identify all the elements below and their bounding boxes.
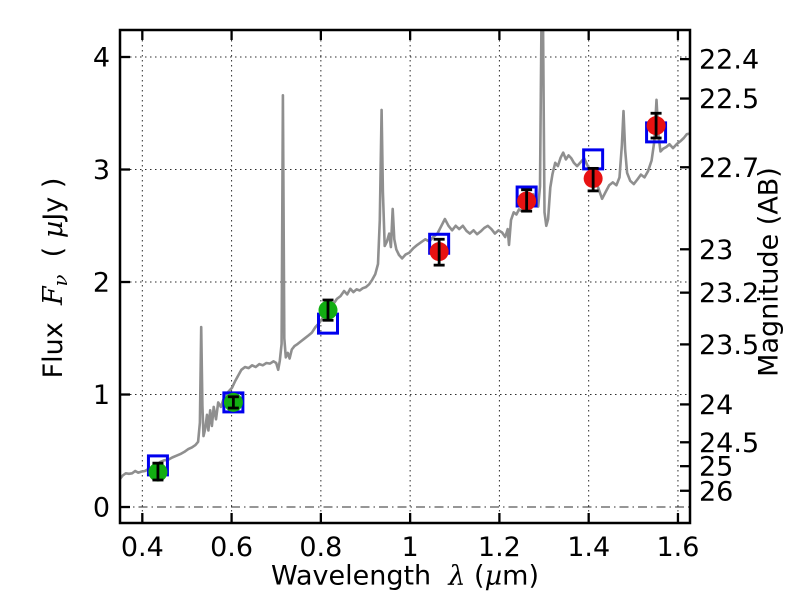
x-tick-label: 1.4: [567, 532, 610, 563]
x-tick-label: 1.2: [478, 532, 521, 563]
axes-frame: [118, 28, 692, 525]
x-axis-label-text: Wavelength: [271, 560, 449, 592]
x-axis-label-unit: m): [502, 560, 539, 592]
y-tick-label-right: 26: [699, 476, 733, 507]
lambda-symbol: λ: [448, 560, 466, 592]
y-tick-label-right: 23: [699, 235, 733, 266]
y-tick-label-left: 1: [93, 380, 110, 411]
y-tick-label-left: 2: [93, 268, 110, 299]
y-tick-label-left: 4: [93, 43, 110, 74]
grid: [120, 30, 690, 523]
y-tick-label-left: 0: [93, 493, 110, 524]
x-tick-label: 0.8: [299, 532, 342, 563]
y-tick-label-right: 23.5: [699, 330, 759, 361]
flux-label-paren: (: [37, 238, 69, 275]
flux-label-text: Flux: [37, 305, 69, 379]
y-axis-label-right: Magnitude (AB): [753, 167, 785, 377]
model-spectrum-line: [120, 30, 690, 481]
y-tick-label-right: 23.2: [699, 278, 759, 309]
y-tick-label-left: 3: [93, 155, 110, 186]
mu-symbol: µ: [484, 560, 503, 592]
y-tick-label-right: 22.7: [699, 153, 759, 184]
tick-marks: [120, 30, 690, 523]
x-tick-label: 1.6: [656, 532, 699, 563]
y-tick-label-right: 25: [699, 452, 733, 483]
x-tick-label: 0.6: [210, 532, 253, 563]
y-tick-label-right: 22.5: [699, 84, 759, 115]
mu-symbol: µ: [37, 220, 69, 239]
x-axis-label: Wavelength λ (µm): [271, 561, 539, 592]
x-tick-label: 0.4: [121, 532, 164, 563]
observed-optical-group: [148, 298, 338, 482]
nu-subscript: ν: [49, 274, 73, 287]
flux-label-unit: Jy ): [37, 177, 69, 221]
y-tick-label-right: 22.4: [699, 45, 759, 76]
observed-infrared-group: [429, 111, 666, 267]
y-tick-label-right: 24.5: [699, 428, 759, 459]
x-tick-label: 1: [402, 532, 419, 563]
flux-symbol: F: [37, 286, 69, 306]
x-axis-label-paren: (: [465, 560, 485, 592]
y-axis-label-left: Flux Fν ( µJy ): [38, 178, 72, 379]
y-tick-label-right: 24: [699, 390, 733, 421]
